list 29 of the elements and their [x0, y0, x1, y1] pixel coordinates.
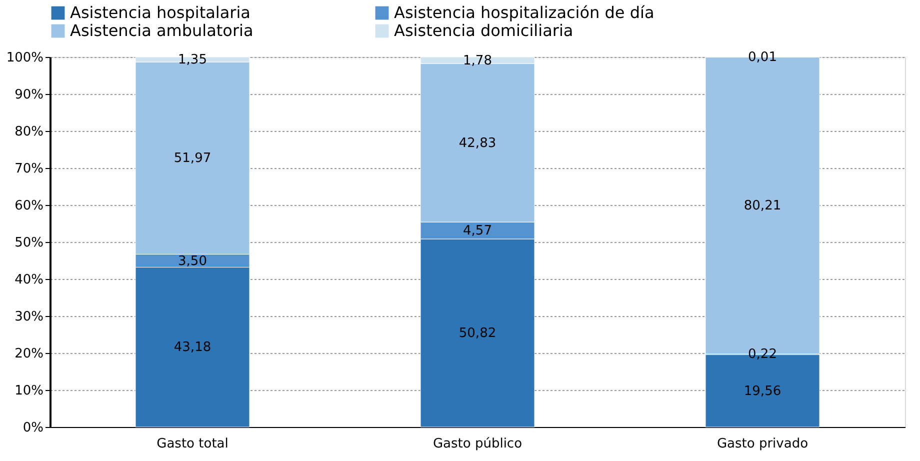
data-label: 42,83	[458, 136, 496, 151]
y-tick-label: 10%	[14, 384, 44, 398]
data-label: 51,97	[174, 151, 212, 166]
data-label: 1,78	[463, 53, 492, 68]
y-tick-label: 80%	[14, 124, 44, 140]
data-label: 1,35	[178, 52, 207, 68]
y-tick-label: 0%	[22, 420, 44, 436]
y-tick-label: 60%	[14, 198, 44, 214]
data-label: 43,18	[174, 340, 212, 356]
y-tick-label: 70%	[14, 162, 44, 176]
data-label: 19,56	[744, 384, 782, 399]
legend-label: Asistencia hospitalización de día	[394, 3, 654, 22]
data-label: 4,57	[463, 224, 492, 239]
data-label: 80,21	[744, 198, 782, 214]
x-tick-label: Gasto total	[156, 436, 228, 452]
legend-label: Asistencia hospitalaria	[70, 3, 250, 22]
y-tick-label: 40%	[14, 272, 44, 288]
data-label: 3,50	[178, 254, 207, 269]
y-tick-label: 20%	[14, 346, 44, 362]
y-tick-label: 100%	[6, 50, 44, 66]
y-tick-label: 30%	[14, 310, 44, 324]
data-label: 0,01	[748, 50, 777, 66]
y-tick-label: 50%	[14, 236, 44, 250]
legend-label: Asistencia ambulatoria	[70, 21, 254, 40]
data-label: 50,82	[458, 326, 496, 341]
x-tick-label: Gasto privado	[716, 436, 808, 452]
x-tick-label: Gasto público	[432, 436, 522, 452]
y-tick-label: 90%	[14, 88, 44, 102]
legend-label: Asistencia domiciliaria	[394, 21, 574, 40]
